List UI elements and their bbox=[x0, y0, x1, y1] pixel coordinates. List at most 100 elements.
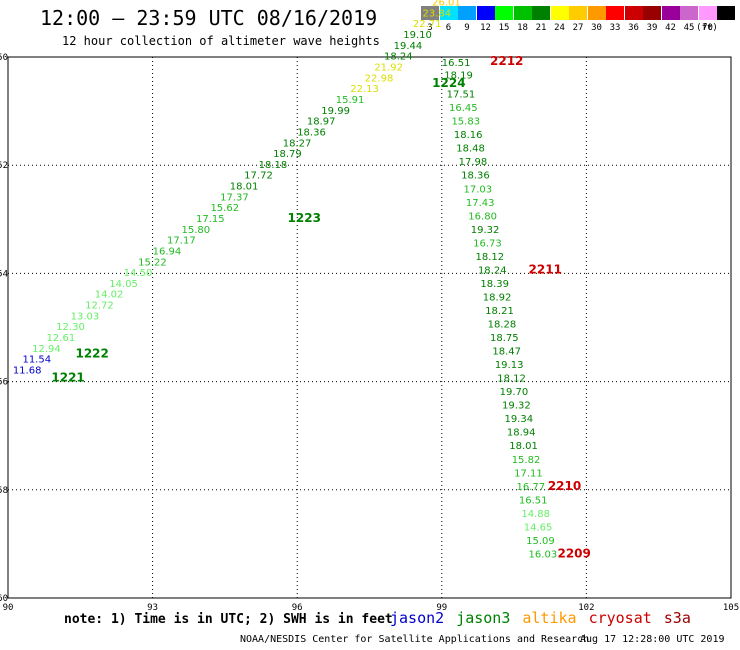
swh-value-label: 16.77 bbox=[517, 482, 546, 493]
swh-value-label: 15.80 bbox=[182, 225, 211, 236]
swh-value-label: 18.36 bbox=[297, 127, 326, 138]
legend-label: 12 bbox=[480, 23, 491, 33]
swh-value-label: 19.34 bbox=[504, 414, 533, 425]
y-tick-label: -60 bbox=[0, 594, 8, 604]
swh-value-label: 18.21 bbox=[485, 306, 514, 317]
legend-swatch bbox=[476, 6, 495, 20]
legend-label: 6 bbox=[445, 23, 452, 33]
legend-swatch bbox=[421, 6, 439, 20]
pass-time-label: 1223 bbox=[288, 211, 321, 225]
x-tick-label: 93 bbox=[147, 603, 158, 613]
legend-unit: (ft) bbox=[696, 23, 718, 33]
legend-label: 36 bbox=[628, 23, 639, 33]
legend-label: 45 bbox=[683, 23, 695, 33]
legend-label: 39 bbox=[646, 23, 658, 33]
swh-value-label: 21.92 bbox=[374, 63, 403, 74]
legend-swatch bbox=[458, 6, 476, 20]
swh-value-label: 22.13 bbox=[350, 84, 379, 95]
legend-label: 3 bbox=[427, 23, 433, 33]
legend-label: 30 bbox=[591, 23, 602, 33]
pass-time-label: 2209 bbox=[557, 546, 590, 560]
swh-value-label: 22.98 bbox=[365, 73, 394, 84]
legend-label: 9 bbox=[464, 23, 470, 33]
pass-time-label: 2212 bbox=[490, 54, 523, 68]
swh-value-label: 18.18 bbox=[259, 160, 288, 171]
swh-value-label: 17.17 bbox=[167, 236, 196, 247]
legend-swatch bbox=[532, 6, 550, 20]
legend-label: 21 bbox=[535, 23, 547, 33]
swh-value-label: 19.70 bbox=[500, 387, 529, 398]
swh-value-label: 12.72 bbox=[85, 301, 114, 312]
swh-value-label: 17.03 bbox=[463, 184, 492, 195]
legend-swatch bbox=[680, 6, 698, 20]
y-tick-label: -50 bbox=[0, 53, 8, 63]
swh-value-label: 19.10 bbox=[403, 30, 432, 41]
legend-swatch bbox=[587, 6, 606, 20]
legend-swatch bbox=[569, 6, 587, 20]
swh-value-label: 16.51 bbox=[519, 495, 548, 506]
swh-value-label: 18.01 bbox=[509, 441, 538, 452]
swh-value-label: 18.79 bbox=[273, 149, 302, 160]
swh-value-label: 18.36 bbox=[461, 171, 490, 182]
chart-title: 12:00 — 23:59 UTC 08/16/2019 bbox=[40, 6, 378, 30]
satellite-label: altika bbox=[522, 609, 577, 627]
legend-label: 15 bbox=[498, 23, 510, 33]
swh-value-label: 18.75 bbox=[490, 333, 519, 344]
swh-value-label: 18.39 bbox=[480, 279, 509, 290]
legend-swatch bbox=[661, 6, 680, 20]
swh-value-label: 13.03 bbox=[71, 311, 100, 322]
swh-value-label: 19.32 bbox=[502, 401, 531, 412]
swh-value-label: 15.91 bbox=[336, 95, 365, 106]
swh-value-label: 18.12 bbox=[497, 374, 526, 385]
legend-label: 70 bbox=[702, 23, 713, 33]
satellite-label: jason3 bbox=[456, 609, 511, 627]
swh-value-label: 23.84 bbox=[423, 8, 452, 19]
x-tick-label: 90 bbox=[3, 603, 14, 613]
swh-value-label: 15.82 bbox=[512, 455, 541, 466]
legend-swatch bbox=[698, 6, 717, 20]
legend-swatch bbox=[439, 6, 458, 20]
legend-swatch bbox=[643, 6, 661, 20]
swh-value-label: 17.37 bbox=[220, 192, 249, 203]
pass-time-label: 1221 bbox=[51, 371, 84, 385]
swh-value-label: 16.03 bbox=[529, 549, 558, 560]
satellite-label: jason2 bbox=[390, 609, 445, 627]
swh-value-label: 18.19 bbox=[444, 71, 473, 82]
footer-note: note: 1) Time is in UTC; 2) SWH is in fe… bbox=[64, 612, 393, 627]
swh-value-label: 18.01 bbox=[230, 182, 259, 193]
x-tick-label: 102 bbox=[578, 603, 594, 613]
generation-timestamp: Aug 17 12:28:00 UTC 2019 bbox=[580, 634, 725, 645]
legend-swatch bbox=[513, 6, 532, 20]
x-tick-label: 105 bbox=[723, 603, 739, 613]
swh-value-label: 18.24 bbox=[384, 52, 413, 63]
swh-value-label: 14.02 bbox=[95, 290, 124, 301]
swh-value-label: 16.45 bbox=[449, 103, 478, 114]
swh-value-label: 18.24 bbox=[478, 265, 507, 276]
swh-value-label: 15.09 bbox=[526, 536, 555, 547]
swh-value-label: 17.98 bbox=[459, 157, 488, 168]
swh-value-label: 16.73 bbox=[473, 238, 502, 249]
satellite-label: cryosat bbox=[588, 609, 652, 627]
legend-swatch bbox=[624, 6, 643, 20]
pass-time-label: 2210 bbox=[548, 479, 581, 493]
swh-value-label: 12.94 bbox=[32, 344, 61, 355]
swh-value-label: 12.61 bbox=[47, 333, 76, 344]
swh-value-label: 19.32 bbox=[471, 225, 500, 236]
y-tick-label: -52 bbox=[0, 161, 8, 171]
y-tick-label: -58 bbox=[0, 486, 8, 496]
swh-value-label: 16.51 bbox=[442, 58, 471, 69]
satellite-label: s3a bbox=[663, 609, 691, 627]
pass-time-label: 1222 bbox=[75, 346, 108, 360]
swh-value-label: 14.50 bbox=[124, 268, 153, 279]
swh-value-label: 18.94 bbox=[507, 428, 536, 439]
legend-label: 42 bbox=[665, 23, 676, 33]
swh-value-label: 26.01 bbox=[432, 0, 461, 9]
swh-value-label: 14.65 bbox=[524, 522, 553, 533]
swh-value-label: 15.83 bbox=[451, 117, 480, 128]
satellite-legend: jason2 jason3 altika cryosat s3a bbox=[390, 609, 703, 627]
swh-value-label: 12.30 bbox=[56, 322, 85, 333]
legend-label: 18 bbox=[517, 23, 528, 33]
swh-value-label: 15.22 bbox=[138, 257, 167, 268]
swh-value-label: 17.72 bbox=[244, 171, 273, 182]
